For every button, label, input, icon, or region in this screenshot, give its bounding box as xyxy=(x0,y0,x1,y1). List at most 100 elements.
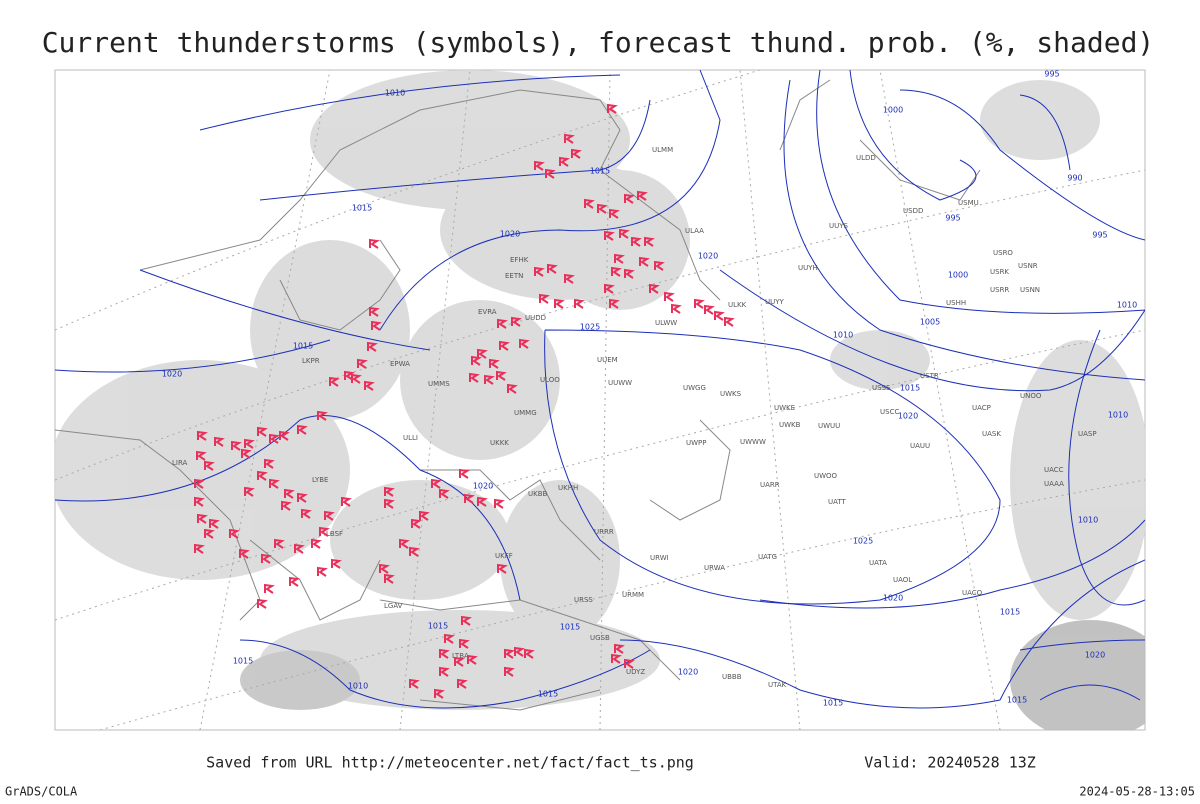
station-label: UWKE xyxy=(774,404,795,412)
isobar-label: 995 xyxy=(1092,231,1107,240)
isobar-label: 1015 xyxy=(233,657,253,666)
thunderstorm-symbol xyxy=(545,168,556,179)
thunderstorm-symbol xyxy=(471,355,482,366)
isobar-label: 1000 xyxy=(948,271,968,280)
station-label: URMM xyxy=(622,591,644,599)
station-label: USHH xyxy=(946,299,966,307)
station-label: UMMS xyxy=(428,380,450,388)
station-label: UASP xyxy=(1078,430,1097,438)
thunderstorm-symbol xyxy=(504,648,515,659)
station-label: URSS xyxy=(574,596,593,604)
thunderstorm-symbol xyxy=(671,303,682,314)
station-label: EETN xyxy=(505,272,523,280)
station-label: UWUU xyxy=(818,422,840,430)
station-label: UUYS xyxy=(829,222,849,230)
isobar-label: 1015 xyxy=(538,690,558,699)
station-label: UUDD xyxy=(525,314,546,322)
thunderstorm-symbol xyxy=(619,228,630,239)
thunderstorm-symbol xyxy=(241,448,252,459)
thunderstorm-symbol xyxy=(194,543,205,554)
station-label: UASK xyxy=(982,430,1001,438)
thunderstorm-symbol xyxy=(197,513,208,524)
thunderstorm-symbol xyxy=(209,518,220,529)
station-label: LIRA xyxy=(172,459,188,467)
station-label: ULDD xyxy=(856,154,876,162)
thunderstorm-symbol xyxy=(554,298,565,309)
isobar-label: 1015 xyxy=(293,342,313,351)
thunderstorm-symbol xyxy=(631,236,642,247)
thunderstorm-symbol xyxy=(194,478,205,489)
station-label: UKHH xyxy=(558,484,578,492)
timestamp: 2024-05-28-13:05 xyxy=(1079,785,1195,799)
thunderstorm-symbol xyxy=(399,538,410,549)
thunderstorm-symbol xyxy=(459,638,470,649)
isobar-label: 1020 xyxy=(162,370,182,379)
thunderstorm-symbol xyxy=(597,203,608,214)
isobar-label: 1015 xyxy=(823,699,843,708)
thunderstorm-symbol xyxy=(454,656,465,667)
isobar-label: 1015 xyxy=(590,167,610,176)
thunderstorm-symbol xyxy=(497,318,508,329)
station-label: LYBE xyxy=(312,476,328,484)
station-label: UUEM xyxy=(597,356,618,364)
station-label: UKBB xyxy=(528,490,548,498)
station-label: UWKB xyxy=(779,421,801,429)
station-label: ULLI xyxy=(403,434,418,442)
station-label: UACC xyxy=(1044,466,1064,474)
isobar-label: 1000 xyxy=(883,106,903,115)
station-label: EVRA xyxy=(478,308,497,316)
thunderstorm-symbol xyxy=(297,424,308,435)
thunderstorm-symbol xyxy=(611,653,622,664)
isobar-label: 1020 xyxy=(898,412,918,421)
thunderstorm-symbol xyxy=(197,430,208,441)
station-label: USRO xyxy=(993,249,1013,257)
thunderstorm-symbol xyxy=(261,553,272,564)
thunderstorm-symbol xyxy=(559,156,570,167)
station-label: ULOO xyxy=(540,376,560,384)
thunderstorm-symbol xyxy=(534,266,545,277)
thunderstorm-symbol xyxy=(409,546,420,557)
station-label: UATA xyxy=(869,559,887,567)
station-label: UUYH xyxy=(798,264,818,272)
station-label: UWOO xyxy=(814,472,838,480)
thunderstorm-symbol xyxy=(571,148,582,159)
thunderstorm-symbol xyxy=(324,510,335,521)
station-label: UGSB xyxy=(590,634,610,642)
thunderstorm-symbol xyxy=(269,433,280,444)
thunderstorm-symbol xyxy=(409,678,420,689)
isobar-label: 1005 xyxy=(920,318,940,327)
thunderstorm-symbol xyxy=(624,193,635,204)
thunderstorm-symbol xyxy=(464,493,475,504)
station-label: LBSF xyxy=(326,530,343,538)
thunderstorm-symbol xyxy=(344,370,355,381)
thunderstorm-symbol xyxy=(411,518,422,529)
thunderstorm-symbol xyxy=(341,496,352,507)
station-label: UNOO xyxy=(1020,392,1042,400)
thunderstorm-symbol xyxy=(484,374,495,385)
station-label: USNN xyxy=(1020,286,1040,294)
thunderstorm-symbol xyxy=(644,236,655,247)
isobar-label: 995 xyxy=(1044,70,1059,79)
thunderstorm-symbol xyxy=(477,496,488,507)
thunderstorm-symbol xyxy=(524,648,535,659)
station-label: UKFF xyxy=(495,552,513,560)
thunderstorm-symbol xyxy=(439,648,450,659)
isobar-label: 990 xyxy=(1067,174,1082,183)
station-label: UUWW xyxy=(608,379,632,387)
thunderstorm-symbol xyxy=(664,291,675,302)
thunderstorm-symbol xyxy=(496,370,507,381)
station-label: LKPR xyxy=(302,357,320,365)
shading xyxy=(55,70,1145,730)
thunderstorm-symbol xyxy=(604,230,615,241)
thunderstorm-symbol xyxy=(231,440,242,451)
thunderstorm-symbol xyxy=(229,528,240,539)
thunderstorm-symbol xyxy=(281,500,292,511)
station-label: USNR xyxy=(1018,262,1038,270)
isobar-label: 1015 xyxy=(1000,608,1020,617)
station-label: USSS xyxy=(872,384,891,392)
isobar-label: 1010 xyxy=(1108,411,1128,420)
thunderstorm-symbol xyxy=(364,380,375,391)
isobar-label: 995 xyxy=(945,214,960,223)
thunderstorm-symbol xyxy=(604,283,615,294)
isobar-label: 1015 xyxy=(428,622,448,631)
